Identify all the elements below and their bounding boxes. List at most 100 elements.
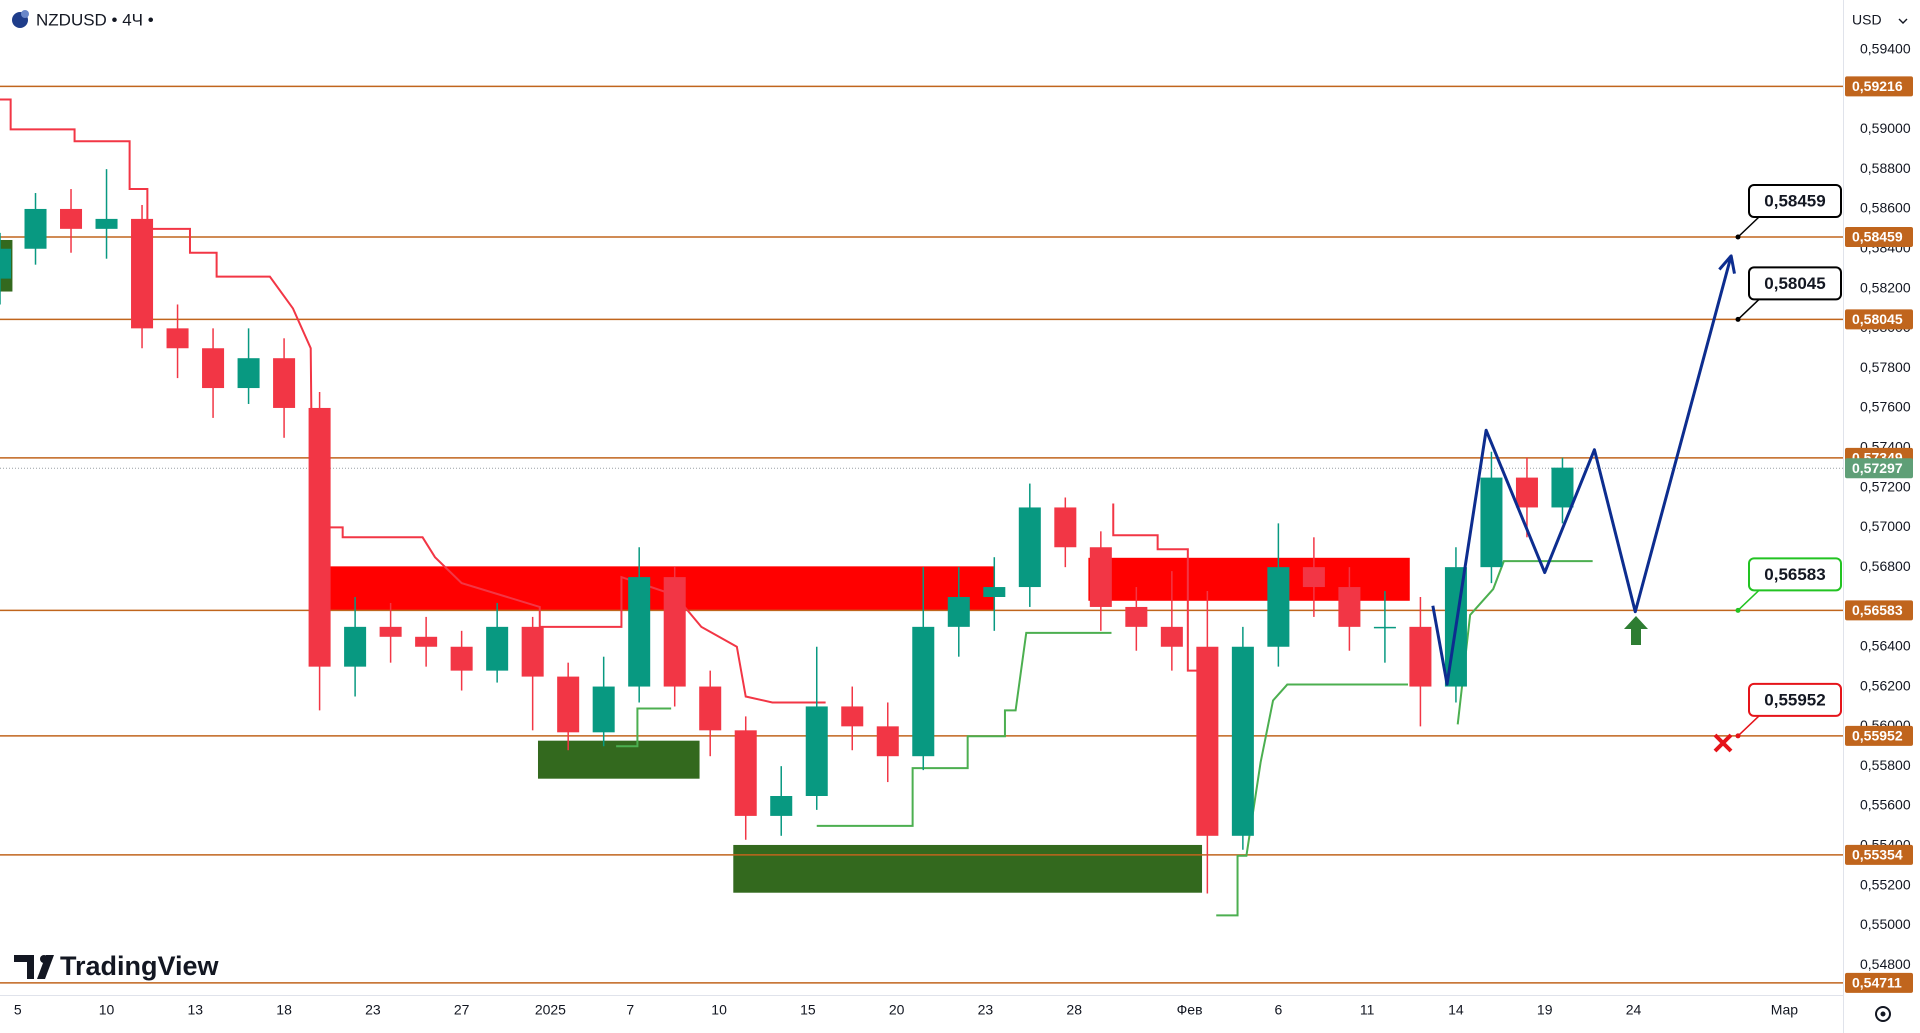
x-tick-label: Фев (1177, 1002, 1203, 1018)
level-price-label: 0,54711 (1852, 975, 1902, 991)
y-tick-label: 0,57800 (1860, 359, 1911, 375)
callout-box (1748, 184, 1842, 219)
callout-leader (1737, 298, 1760, 320)
x-tick-label: 20 (889, 1002, 905, 1018)
settings-icon[interactable] (1875, 1006, 1891, 1022)
settings-icon[interactable] (1880, 1011, 1886, 1017)
projection-path (1431, 255, 1733, 686)
callout-leader (1737, 715, 1760, 737)
y-tick-label: 0,55800 (1860, 757, 1911, 773)
y-tick-label: 0,58600 (1860, 200, 1911, 216)
trailing-stop (1112, 503, 1217, 672)
level-price-label: 0,56583 (1852, 602, 1903, 618)
candle-body (1480, 477, 1503, 568)
y-tick-label: 0,57600 (1860, 399, 1911, 415)
candle-body (1338, 587, 1361, 627)
candle-body (95, 218, 118, 229)
candle-body (805, 706, 828, 796)
y-tick-label: 0,59400 (1860, 40, 1911, 56)
candle-body (557, 676, 580, 733)
y-tick-label: 0,55000 (1860, 916, 1911, 932)
candle-body (983, 587, 1006, 597)
callout-leader (1737, 216, 1760, 238)
level-price-label: 0,55354 (1852, 847, 1903, 863)
candle-body (947, 597, 970, 627)
candle-body (876, 726, 899, 757)
trailing-stop (816, 631, 1112, 827)
candle-body (1018, 507, 1041, 588)
candle-body (912, 626, 935, 757)
candle-body (1231, 646, 1254, 836)
candle-body (131, 218, 154, 329)
level-price-label: 0,58459 (1852, 229, 1903, 245)
candle-body (1267, 567, 1290, 647)
callout-box (1748, 557, 1842, 592)
last-price-label-bg (1845, 458, 1913, 479)
candle-body (1125, 606, 1148, 627)
x-tick-label: 27 (454, 1002, 470, 1018)
level-price-label-bg (1845, 76, 1913, 97)
y-tick-label: 0,59000 (1860, 120, 1911, 136)
candle-body (1302, 567, 1325, 588)
stop-mark (1713, 733, 1733, 753)
x-tick-label: 10 (99, 1002, 115, 1018)
level-price-label-bg (1845, 227, 1913, 248)
candle-body (521, 626, 544, 677)
x-tick-label: 28 (1066, 1002, 1082, 1018)
candle-body (1373, 626, 1396, 629)
x-tick-label: 11 (1360, 1002, 1375, 1018)
x-tick-label: 6 (1274, 1002, 1282, 1018)
candle-body (237, 358, 260, 389)
candle-body (1160, 626, 1183, 647)
y-tick-label: 0,57200 (1860, 478, 1911, 494)
candle-body (24, 208, 47, 249)
level-price-label-bg (1845, 600, 1913, 621)
y-tick-label: 0,58800 (1860, 160, 1911, 176)
x-tick-label: 24 (1626, 1002, 1642, 1018)
callout-box (1748, 266, 1842, 301)
x-tick-label: 14 (1448, 1002, 1464, 1018)
callout-label: 0,58045 (1764, 274, 1825, 293)
candle-body (60, 208, 83, 229)
callout-label: 0,56583 (1764, 565, 1825, 584)
overlay: 0,58459 0,58045 0,56583 0,55952 (1431, 184, 1842, 753)
candle-body (1089, 547, 1112, 607)
symbol-title[interactable]: NZDUSD • 4Ч • (36, 10, 154, 29)
candle-body (415, 636, 438, 647)
candle-body (202, 348, 225, 389)
candle-body (1054, 507, 1077, 548)
x-tick-label: 23 (365, 1002, 381, 1018)
symbol-icon (21, 10, 29, 18)
currency-dropdown[interactable] (1898, 18, 1908, 24)
x-tick-label: Мар (1771, 1002, 1799, 1018)
x-tick-label: 2025 (535, 1002, 566, 1018)
currency[interactable]: USD (1852, 12, 1882, 28)
candle-body (628, 577, 651, 687)
level-price-label: 0,59216 (1852, 78, 1903, 94)
zone (733, 844, 1203, 893)
candle-body (486, 626, 509, 671)
level-price-label-bg (1845, 725, 1913, 746)
candle-body (1515, 477, 1538, 508)
candle-body (699, 686, 722, 731)
candle-body (308, 407, 331, 667)
x-tick-label: 7 (626, 1002, 634, 1018)
level-price-label-bg (1845, 309, 1913, 330)
callout-label: 0,55952 (1764, 690, 1825, 709)
y-tick-label: 0,58200 (1860, 279, 1911, 295)
callout-box (1748, 682, 1842, 717)
candle-body (592, 686, 615, 733)
x-tick-label: 5 (14, 1002, 22, 1018)
x-tick-label: 15 (800, 1002, 816, 1018)
buy-arrow (1624, 616, 1648, 645)
y-tick-label: 0,56400 (1860, 637, 1911, 653)
y-tick-label: 0,55200 (1860, 876, 1911, 892)
watermark-logo (40, 955, 48, 963)
last-price-label: 0,57297 (1852, 460, 1903, 476)
zone (324, 566, 995, 611)
level-price-label: 0,58045 (1852, 311, 1903, 327)
x-tick-label: 13 (188, 1002, 204, 1018)
level-price-label: 0,55952 (1852, 728, 1903, 744)
candle-body (1196, 646, 1219, 836)
